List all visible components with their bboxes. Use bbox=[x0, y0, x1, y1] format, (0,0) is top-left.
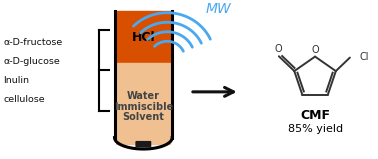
Text: Inulin: Inulin bbox=[3, 76, 29, 85]
Text: O: O bbox=[274, 44, 282, 54]
Text: Water: Water bbox=[127, 91, 160, 101]
Text: cellulose: cellulose bbox=[3, 95, 45, 104]
Text: Solvent: Solvent bbox=[122, 112, 164, 122]
Text: O: O bbox=[311, 45, 319, 55]
Polygon shape bbox=[116, 137, 170, 144]
Text: Cl: Cl bbox=[360, 52, 369, 62]
Text: α-D-fructose: α-D-fructose bbox=[3, 38, 63, 47]
FancyBboxPatch shape bbox=[135, 141, 151, 148]
Polygon shape bbox=[116, 11, 170, 63]
Text: MW: MW bbox=[206, 2, 232, 16]
Text: Immiscible: Immiscible bbox=[114, 102, 173, 112]
Text: 85% yield: 85% yield bbox=[288, 124, 342, 134]
Text: CMF: CMF bbox=[300, 109, 330, 122]
Polygon shape bbox=[116, 63, 170, 144]
Text: α-D-glucose: α-D-glucose bbox=[3, 57, 60, 66]
Text: HCl: HCl bbox=[132, 31, 155, 44]
